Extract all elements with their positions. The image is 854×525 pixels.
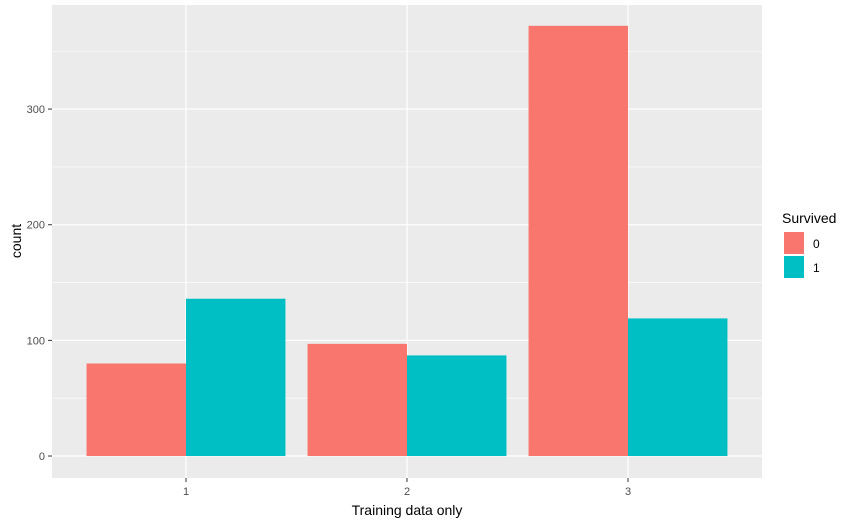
bar-2-survived-1 xyxy=(407,355,507,457)
bar-3-survived-0 xyxy=(528,25,628,457)
legend-label-1: 1 xyxy=(813,261,820,275)
legend-key-0 xyxy=(784,232,804,254)
x-axis-title: Training data only xyxy=(352,502,463,518)
y-tick-label: 200 xyxy=(27,220,45,232)
bar-1-survived-1 xyxy=(186,298,286,457)
y-axis-title: count xyxy=(8,224,24,258)
legend: Survived 0 1 xyxy=(782,210,836,278)
legend-title: Survived xyxy=(782,210,836,226)
x-axis-ticks: 1 2 3 xyxy=(183,478,631,498)
bar-2-survived-0 xyxy=(307,343,407,457)
legend-label-0: 0 xyxy=(813,237,820,251)
y-tick-label: 0 xyxy=(39,451,45,463)
bars xyxy=(86,25,728,457)
x-tick-label: 2 xyxy=(404,486,410,498)
bar-3-survived-1 xyxy=(628,318,728,457)
y-tick-label: 300 xyxy=(27,104,45,116)
y-tick-label: 100 xyxy=(27,335,45,347)
x-tick-label: 3 xyxy=(625,486,631,498)
x-tick-label: 1 xyxy=(183,486,189,498)
bar-1-survived-0 xyxy=(86,363,186,457)
legend-key-1 xyxy=(784,256,804,278)
y-axis-ticks: 0 100 200 300 xyxy=(27,104,52,463)
